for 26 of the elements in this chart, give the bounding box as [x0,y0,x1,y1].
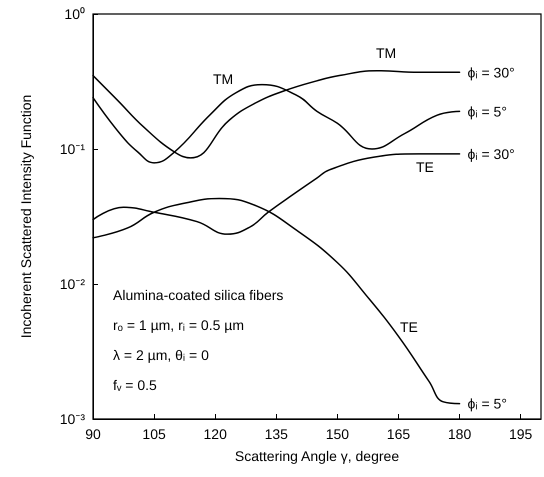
series-label: ϕᵢ = 30° [468,146,515,162]
y-tick-label: 10⁻³ [60,411,86,427]
annotation: TE [400,319,418,335]
annotation: TM [213,71,234,87]
x-tick-label: 150 [326,426,350,442]
annotation: fᵥ = 0.5 [113,377,158,393]
annotation: λ = 2 µm, θᵢ = 0 [113,347,210,363]
annotation: Alumina-coated silica fibers [113,287,284,303]
y-tick-label: 10⁻¹ [60,141,86,157]
x-tick-label: 90 [85,426,101,442]
annotation: TE [416,159,434,175]
x-axis-title: Scattering Angle γ, degree [234,448,400,464]
x-tick-label: 180 [448,426,472,442]
series-label: ϕᵢ = 5° [468,396,507,412]
annotation: rₒ = 1 µm, rᵢ = 0.5 µm [113,317,244,333]
y-tick-label: 10⁰ [64,6,85,22]
x-tick-label: 135 [264,426,288,442]
series-label: ϕᵢ = 30° [468,64,515,80]
x-tick-label: 105 [142,426,166,442]
x-tick-label: 195 [508,426,533,442]
annotation: TM [376,45,396,61]
x-tick-label: 120 [204,426,228,442]
series-label: ϕᵢ = 5° [468,103,507,120]
y-tick-label: 10⁻² [60,276,86,292]
y-axis-title: Incoherent Scattered Intensity Function [18,94,34,338]
x-tick-label: 165 [386,426,410,442]
